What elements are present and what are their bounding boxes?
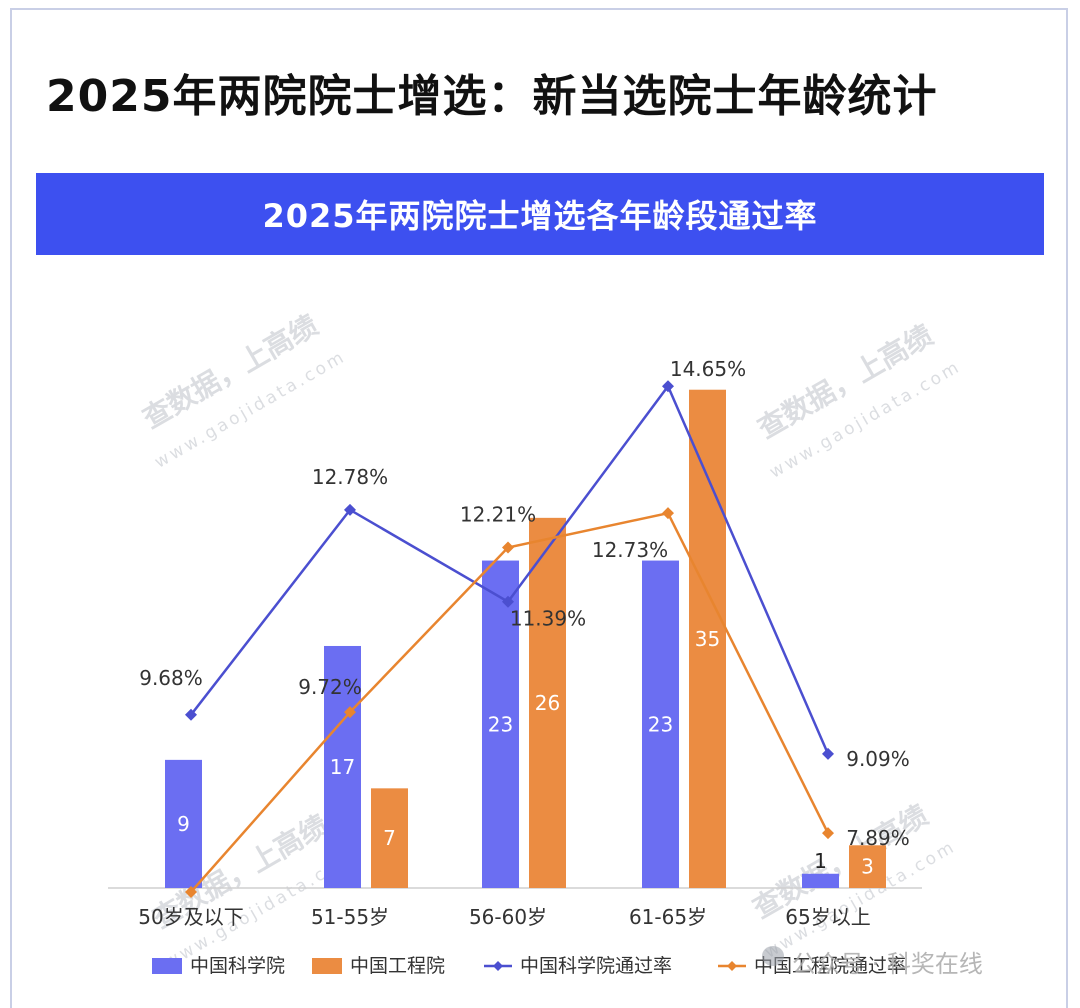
cas-bar-value: 17 (330, 755, 355, 779)
cas-rate-label: 11.39% (510, 607, 586, 631)
cae-bar-value: 3 (861, 855, 874, 879)
legend-cae-label: 中国工程院 (350, 955, 445, 977)
cae-bar-value: 7 (383, 826, 396, 850)
cas-rate-label: 14.65% (670, 357, 746, 381)
cas-bar-value: 9 (177, 812, 190, 836)
cas-rate-label: 12.78% (312, 465, 388, 489)
cae-rate-marker (662, 507, 674, 520)
x-tick-label: 65岁以上 (785, 905, 870, 929)
cas-rate-label: 9.68% (139, 666, 203, 690)
cae-bar (371, 788, 408, 888)
cas-bar (482, 560, 519, 888)
cae-bar-value: 35 (695, 627, 720, 651)
page-title: 2025年两院院士增选：新当选院士年龄统计 (46, 71, 938, 122)
legend-cae-rate-marker (727, 961, 737, 971)
cae-bar (689, 389, 726, 888)
cas-rate-marker (185, 708, 197, 721)
cas-rate-label: 9.09% (846, 747, 910, 771)
cas-rate-marker (662, 380, 674, 393)
page-frame (10, 8, 1068, 1008)
cas-bar (642, 560, 679, 888)
x-tick-label: 50岁及以下 (138, 905, 243, 929)
legend-cas-label: 中国科学院 (190, 955, 285, 977)
x-tick-label: 61-65岁 (629, 905, 707, 929)
cae-rate-marker (344, 706, 356, 719)
x-tick-label: 56-60岁 (469, 905, 547, 929)
cas-rate-marker (502, 595, 514, 608)
legend-cae-rate-label: 中国工程院通过率 (754, 955, 906, 977)
legend-cas-rate-label: 中国科学院通过率 (520, 955, 672, 977)
cae-rate-marker (822, 827, 834, 840)
x-tick-label: 51-55岁 (311, 905, 389, 929)
cae-rate-label: 7.89% (846, 826, 910, 850)
legend-cae-swatch (312, 958, 342, 974)
cas-rate-marker (822, 747, 834, 760)
wechat-account-label: 公众号 · 科奖在线 (792, 950, 983, 978)
cas-bar-value: 23 (648, 712, 673, 736)
cas-bar (165, 759, 202, 888)
cas-rate-marker (344, 503, 356, 516)
cae-rate-label: 9.72% (298, 675, 362, 699)
cae-bar-value: 26 (535, 691, 560, 715)
legend-cas-swatch (152, 958, 182, 974)
cae-rate-label: 12.21% (460, 503, 536, 527)
chart-title-banner: 2025年两院院士增选各年龄段通过率 (36, 173, 1044, 255)
cas-bar-value: 23 (488, 712, 513, 736)
chart-title: 2025年两院院士增选各年龄段通过率 (262, 197, 818, 235)
cae-rate-marker (185, 886, 197, 898)
cae-rate-marker (502, 541, 514, 554)
cae-bar (849, 845, 886, 888)
legend-cas-rate-marker (493, 961, 503, 971)
wechat-icon (762, 946, 784, 966)
cae-bar (529, 517, 566, 888)
cas-bar (802, 873, 839, 888)
cas-bar (324, 645, 361, 888)
cae-rate-label: 12.73% (592, 538, 668, 562)
cas-bar-value: 1 (814, 849, 827, 873)
